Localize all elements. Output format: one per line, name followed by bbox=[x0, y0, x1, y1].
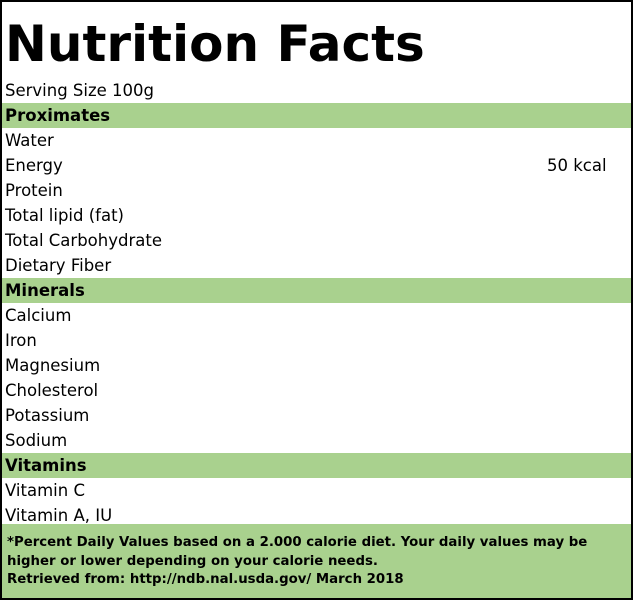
nutrient-row-potassium: Potassium bbox=[2, 403, 631, 428]
source-citation: Retrieved from: http://ndb.nal.usda.gov/… bbox=[7, 572, 404, 587]
nutrient-label: Energy bbox=[5, 156, 63, 175]
nutrient-row-energy: Energy 50 kcal bbox=[2, 153, 631, 178]
nutrient-value: 50 kcal bbox=[547, 156, 607, 175]
nutrient-label: Cholesterol bbox=[5, 381, 99, 400]
nutrient-row-calcium: Calcium bbox=[2, 303, 631, 328]
nutrient-row-cholesterol: Cholesterol bbox=[2, 378, 631, 403]
nutrient-row-water: Water bbox=[2, 128, 631, 153]
nutrient-row-sodium: Sodium bbox=[2, 428, 631, 453]
nutrient-row-total-carbohydrate: Total Carbohydrate bbox=[2, 228, 631, 253]
page-title: Nutrition Facts bbox=[5, 15, 425, 73]
nutrient-label: Calcium bbox=[5, 306, 72, 325]
nutrient-row-dietary-fiber: Dietary Fiber bbox=[2, 253, 631, 278]
nutrient-row-total-lipid: Total lipid (fat) bbox=[2, 203, 631, 228]
nutrient-row-vitamin-c: Vitamin C bbox=[2, 478, 631, 503]
nutrient-label: Magnesium bbox=[5, 356, 101, 375]
nutrient-row-protein: Protein bbox=[2, 178, 631, 203]
nutrient-label: Dietary Fiber bbox=[5, 256, 112, 275]
nutrient-label: Sodium bbox=[5, 431, 68, 450]
section-header-proximates: Proximates bbox=[2, 103, 631, 128]
section-header-vitamins: Vitamins bbox=[2, 453, 631, 478]
section-header-minerals: Minerals bbox=[2, 278, 631, 303]
nutrient-label: Total Carbohydrate bbox=[5, 231, 162, 250]
serving-size: Serving Size 100g bbox=[5, 81, 155, 100]
nutrient-label: Water bbox=[5, 131, 54, 150]
nutrient-row-vitamin-a: Vitamin A, IU bbox=[2, 503, 631, 528]
nutrient-label: Vitamin C bbox=[5, 481, 85, 500]
footer-note: *Percent Daily Values based on a 2.000 c… bbox=[2, 524, 631, 598]
nutrient-row-magnesium: Magnesium bbox=[2, 353, 631, 378]
nutrient-label: Iron bbox=[5, 331, 37, 350]
nutrient-row-iron: Iron bbox=[2, 328, 631, 353]
nutrient-label: Protein bbox=[5, 181, 63, 200]
nutrient-label: Vitamin A, IU bbox=[5, 506, 113, 525]
daily-values-disclaimer: *Percent Daily Values based on a 2.000 c… bbox=[7, 535, 588, 569]
nutrient-label: Total lipid (fat) bbox=[5, 206, 124, 225]
nutrient-label: Potassium bbox=[5, 406, 90, 425]
nutrient-rows: Serving Size 100g Proximates Water Energ… bbox=[2, 78, 631, 528]
